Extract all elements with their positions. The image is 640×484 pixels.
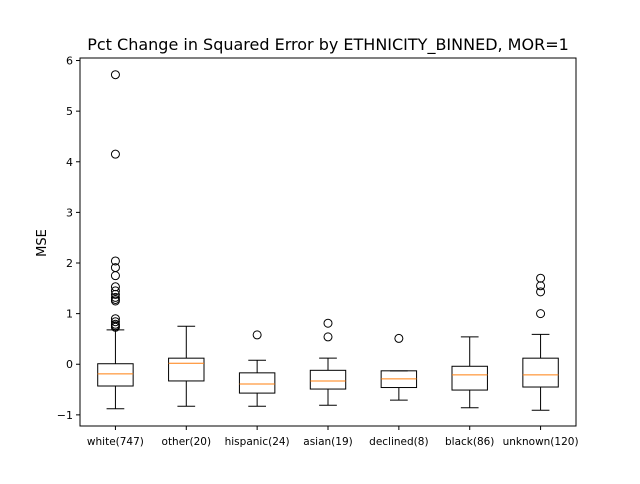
y-tick-label: 1 — [66, 308, 73, 321]
outlier-point — [536, 309, 546, 319]
outlier-point — [394, 333, 404, 343]
outlier-point — [323, 332, 333, 342]
outlier-point — [110, 286, 120, 296]
box-iqr — [451, 365, 488, 391]
box-iqr — [168, 357, 205, 382]
outlier-point — [110, 296, 120, 306]
outlier-point — [110, 289, 120, 299]
box-iqr — [522, 357, 559, 388]
outlier-point — [110, 317, 120, 327]
box-iqr — [97, 363, 134, 387]
y-tick-label: 6 — [66, 55, 73, 68]
box-iqr — [238, 372, 276, 394]
box-iqr — [309, 369, 347, 390]
x-tick-label: black(86) — [445, 436, 494, 448]
y-tick-label: −1 — [57, 409, 73, 422]
x-tick-label: white(747) — [87, 436, 144, 448]
y-tick-label: 0 — [66, 358, 73, 371]
outlier-point — [110, 70, 120, 80]
y-tick-label: 3 — [66, 206, 73, 219]
x-tick-label: hispanic(24) — [225, 436, 290, 448]
outlier-point — [536, 281, 546, 291]
outlier-point — [536, 287, 546, 297]
x-tick-label: other(20) — [162, 436, 212, 448]
y-axis-label: MSE — [35, 229, 50, 257]
plot-frame — [79, 57, 577, 427]
y-tick-label: 4 — [66, 156, 73, 169]
x-tick-label: asian(19) — [303, 436, 352, 448]
x-tick-label: unknown(120) — [503, 436, 579, 448]
chart-title: Pct Change in Squared Error by ETHNICITY… — [87, 35, 569, 55]
y-tick-label: 2 — [66, 257, 73, 270]
outlier-point — [252, 330, 262, 340]
y-tick-label: 5 — [66, 105, 73, 118]
outlier-point — [110, 314, 120, 324]
outlier-point — [110, 271, 120, 281]
x-tick-label: declined(8) — [369, 436, 428, 448]
outlier-point — [323, 318, 333, 328]
outlier-point — [110, 149, 120, 159]
outlier-point — [110, 322, 120, 332]
plot-area: −1 0 1 2 3 4 5 6 white(747) other(20) hispanic(24)… — [57, 55, 579, 448]
outlier-point — [110, 256, 120, 266]
